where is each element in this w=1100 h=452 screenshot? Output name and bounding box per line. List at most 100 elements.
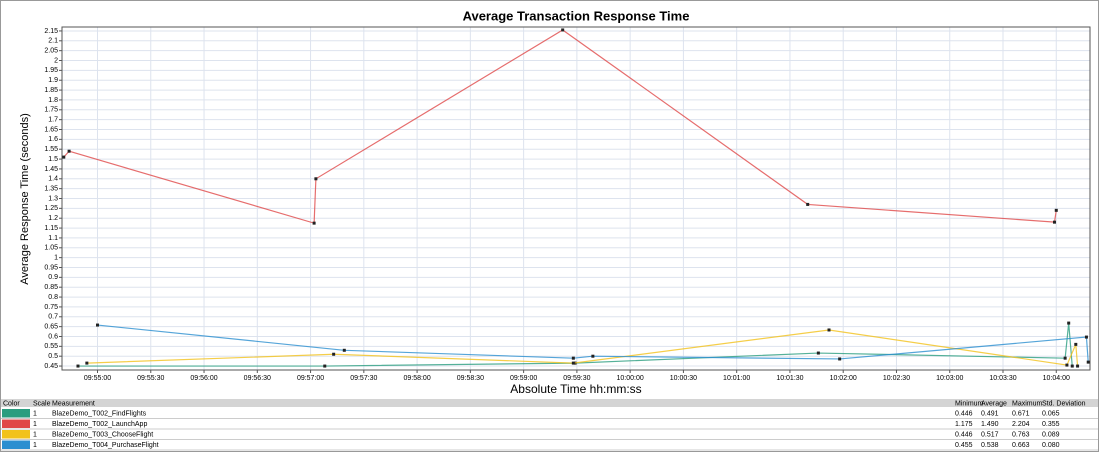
data-point [96, 323, 100, 327]
stat-cell: 0.517 [981, 431, 999, 438]
stat-cell: 0.080 [1042, 442, 1060, 449]
data-point [1076, 364, 1080, 368]
x-tick-label: 10:03:00 [936, 375, 963, 382]
table-header: Average [981, 400, 1007, 407]
plot-border [61, 26, 1091, 371]
y-tick-label: 1.55 [44, 146, 58, 153]
y-tick-label: 1.1 [48, 235, 58, 242]
y-tick-label: 1.45 [44, 166, 58, 173]
y-tick-label: 0.8 [48, 294, 58, 301]
data-point [62, 155, 66, 159]
y-tick-label: 1.95 [44, 67, 58, 74]
y-tick-label: 1.6 [48, 136, 58, 143]
data-point [571, 356, 575, 360]
stat-cell: 0.089 [1042, 431, 1060, 438]
y-tick-label: 1.35 [44, 185, 58, 192]
data-point [1054, 208, 1058, 212]
table-header-bg [1, 399, 1098, 407]
x-tick-label: 10:00:00 [617, 375, 644, 382]
y-tick-label: 0.7 [48, 314, 58, 321]
table-header: Std. Deviation [1042, 400, 1086, 407]
y-tick-label: 1.4 [48, 176, 58, 183]
stat-cell: 0.671 [1012, 410, 1030, 417]
data-point [323, 364, 327, 368]
y-axis-title: Average Response Time (seconds) [19, 113, 31, 285]
y-tick-label: 0.75 [44, 304, 58, 311]
y-tick-label: 1.85 [44, 87, 58, 94]
y-tick-label: 0.9 [48, 274, 58, 281]
color-swatch [2, 430, 30, 439]
data-point [85, 361, 89, 365]
color-swatch [2, 440, 30, 449]
scale-cell: 1 [33, 431, 37, 438]
y-tick-label: 1.7 [48, 116, 58, 123]
stat-cell: 0.355 [1042, 421, 1060, 428]
x-tick-label: 10:00:30 [670, 375, 697, 382]
data-point [67, 149, 71, 153]
x-tick-label: 09:59:30 [563, 375, 590, 382]
stat-cell: 1.175 [955, 421, 973, 428]
y-tick-label: 0.95 [44, 264, 58, 271]
chart-title: Average Transaction Response Time [463, 8, 690, 23]
data-point [1070, 364, 1074, 368]
x-tick-label: 09:58:30 [457, 375, 484, 382]
y-tick-label: 0.55 [44, 343, 58, 350]
table-header: Color [3, 400, 20, 407]
data-point [591, 354, 595, 358]
table-header: Minimum [955, 400, 984, 407]
series-line [63, 29, 1057, 224]
x-tick-label: 10:01:00 [723, 375, 750, 382]
y-tick-label: 1.5 [48, 156, 58, 163]
y-tick-label: 1.05 [44, 245, 58, 252]
data-point [806, 202, 810, 206]
x-tick-label: 09:59:00 [510, 375, 537, 382]
stat-cell: 0.491 [981, 410, 999, 417]
x-tick-label: 09:57:30 [350, 375, 377, 382]
data-point [1065, 363, 1069, 367]
y-tick-label: 1.9 [48, 77, 58, 84]
y-tick-label: 0.45 [44, 363, 58, 370]
data-point [332, 352, 336, 356]
data-point [561, 28, 565, 32]
stat-cell: 2.204 [1012, 421, 1030, 428]
x-tick-label: 09:55:00 [84, 375, 111, 382]
data-point [314, 177, 318, 181]
data-point [1063, 356, 1067, 360]
x-tick-label: 09:57:00 [297, 375, 324, 382]
x-tick-label: 10:03:30 [989, 375, 1016, 382]
data-point [1074, 342, 1078, 346]
color-swatch [2, 409, 30, 418]
stat-cell: 0.538 [981, 442, 999, 449]
x-tick-label: 09:56:30 [244, 375, 271, 382]
y-tick-label: 1.8 [48, 97, 58, 104]
scale-cell: 1 [33, 410, 37, 417]
y-tick-label: 1.15 [44, 225, 58, 232]
data-point [1084, 335, 1088, 339]
x-tick-label: 10:02:00 [830, 375, 857, 382]
y-tick-label: 0.85 [44, 284, 58, 291]
y-tick-label: 2.05 [44, 47, 58, 54]
x-tick-label: 09:55:30 [137, 375, 164, 382]
stat-cell: 0.065 [1042, 410, 1060, 417]
table-header: Measurement [52, 400, 95, 407]
x-axis-title: Absolute Time hh:mm:ss [510, 382, 641, 396]
data-point [838, 357, 842, 361]
stat-cell: 0.446 [955, 431, 973, 438]
stat-cell: 1.490 [981, 421, 999, 428]
data-point [571, 361, 575, 365]
data-point [76, 364, 80, 368]
y-tick-label: 1.3 [48, 195, 58, 202]
x-tick-label: 10:02:30 [883, 375, 910, 382]
data-point [816, 351, 820, 355]
y-tick-label: 1.75 [44, 107, 58, 114]
stat-cell: 0.455 [955, 442, 973, 449]
data-point [1067, 321, 1071, 325]
x-tick-label: 10:04:00 [1043, 375, 1070, 382]
y-tick-label: 1.65 [44, 126, 58, 133]
table-header: Maximum [1012, 400, 1043, 407]
y-tick-label: 1 [54, 254, 58, 261]
stat-cell: 0.446 [955, 410, 973, 417]
data-point [827, 328, 831, 332]
color-swatch [2, 419, 30, 428]
measurement-cell: BlazeDemo_T002_LaunchApp [52, 421, 147, 428]
